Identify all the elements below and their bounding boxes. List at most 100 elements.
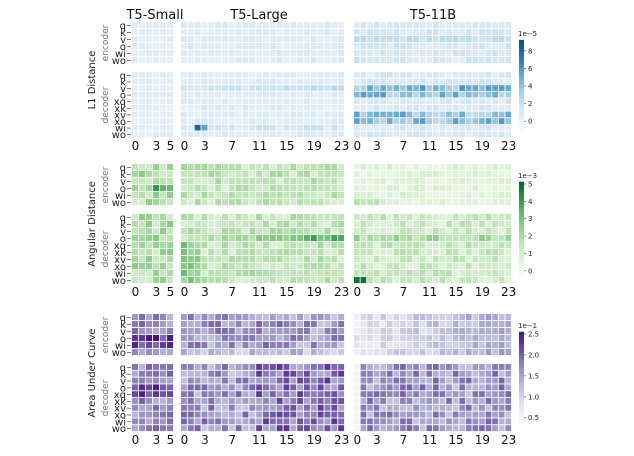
colorbar-step <box>519 39 524 43</box>
heatmap-cell <box>242 36 249 43</box>
heatmap-cell <box>160 43 167 50</box>
heatmap-cell <box>406 50 413 57</box>
heatmap-cell <box>393 178 400 185</box>
heatmap-cell <box>479 277 485 284</box>
heatmap-cell <box>167 249 174 256</box>
heatmap-cell <box>324 411 331 418</box>
heatmap-cell <box>283 22 290 29</box>
colorbar-step <box>519 116 524 120</box>
heatmap-cell <box>479 22 485 29</box>
heatmap-cell <box>426 131 433 138</box>
row-label: xk <box>114 104 126 115</box>
heatmap-cell <box>228 228 235 235</box>
heatmap-cell <box>393 57 400 64</box>
heatmap-cell <box>446 335 452 342</box>
heatmap-cell <box>498 85 505 91</box>
heatmap-cell <box>263 78 269 85</box>
heatmap-cell <box>283 425 290 432</box>
heatmap-cell <box>426 78 433 85</box>
heatmap-cell <box>465 50 472 57</box>
heatmap-cell <box>167 171 174 178</box>
heatmap-cell <box>208 256 215 263</box>
heatmap-cell <box>263 263 269 270</box>
heatmap-cell <box>297 404 304 411</box>
heatmap-cell <box>249 335 256 342</box>
heatmap-cell <box>354 384 360 391</box>
heatmap-cell <box>310 85 317 91</box>
heatmap-cell <box>283 249 290 256</box>
heatmap-cell <box>256 36 263 43</box>
heatmap-cell <box>297 249 304 256</box>
heatmap-cell <box>222 22 228 29</box>
heatmap-cell <box>331 72 338 78</box>
heatmap-cell <box>419 36 426 43</box>
heatmap-cell <box>269 342 276 349</box>
heatmap-cell <box>426 228 433 235</box>
x-tick-label: 15 <box>448 285 463 299</box>
heatmap-cell <box>386 171 393 178</box>
heatmap-cell <box>373 411 380 418</box>
heatmap-cell <box>249 256 256 263</box>
colorbar-2: 1e−10.51.01.52.02.5 <box>518 322 539 425</box>
heatmap-cell <box>338 22 345 29</box>
heatmap-cell <box>222 29 228 36</box>
heatmap-cell <box>317 335 324 342</box>
heatmap-cell <box>331 98 338 105</box>
heatmap-cell <box>360 249 367 256</box>
heatmap-cell <box>426 335 433 342</box>
heatmap-cell <box>386 164 393 171</box>
heatmap-cell <box>242 228 249 235</box>
heatmap-cell <box>167 277 174 284</box>
heatmap-cell <box>439 221 446 228</box>
heatmap-cell <box>465 91 472 98</box>
heatmap-cell <box>373 377 380 384</box>
heatmap-cell <box>413 242 419 249</box>
heatmap-cell <box>317 124 324 131</box>
heatmap-cell <box>201 85 208 91</box>
heatmap-cell <box>492 171 498 178</box>
heatmap-cell <box>485 29 492 36</box>
heatmap-cell <box>146 124 153 131</box>
heatmap-cell <box>413 78 419 85</box>
heatmap-cell <box>433 98 439 105</box>
heatmap-cell <box>167 270 174 277</box>
heatmap-cell <box>249 364 256 370</box>
heatmap-cell <box>439 85 446 91</box>
heatmap-cell <box>304 425 310 432</box>
heatmap-cell <box>187 228 194 235</box>
row-label: wi <box>115 341 126 352</box>
heatmap-cell <box>413 398 419 404</box>
colorbar-step <box>519 219 524 223</box>
heatmap-cell <box>505 164 512 171</box>
heatmap-cell <box>338 404 345 411</box>
heatmap-cell <box>256 111 263 118</box>
heatmap-cell <box>406 256 413 263</box>
heatmap-cell <box>338 398 345 404</box>
heatmap-cell <box>139 404 146 411</box>
heatmap-cell <box>413 91 419 98</box>
heatmap-cell <box>479 235 485 242</box>
heatmap-cell <box>235 249 242 256</box>
heatmap-cell <box>419 335 426 342</box>
heatmap-cell <box>373 98 380 105</box>
heatmap-cell <box>360 78 367 85</box>
heatmap-cell <box>338 78 345 85</box>
heatmap-cell <box>459 411 466 418</box>
heatmap-cell <box>290 199 297 206</box>
heatmap-cell <box>446 98 452 105</box>
heatmap-cell <box>310 72 317 78</box>
heatmap-cell <box>354 425 360 432</box>
heatmap-cell <box>215 391 222 398</box>
heatmap-cell <box>256 391 263 398</box>
heatmap-cell <box>472 377 479 384</box>
heatmap-cell <box>283 214 290 221</box>
heatmap-cell <box>479 328 485 335</box>
heatmap-cell <box>360 256 367 263</box>
heatmap-cell <box>459 425 466 432</box>
heatmap-cell <box>187 335 194 342</box>
heatmap-cell <box>132 349 139 356</box>
heatmap-cell <box>283 171 290 178</box>
heatmap-cell <box>485 98 492 105</box>
heatmap-cell <box>181 263 187 270</box>
heatmap-cell <box>331 277 338 284</box>
